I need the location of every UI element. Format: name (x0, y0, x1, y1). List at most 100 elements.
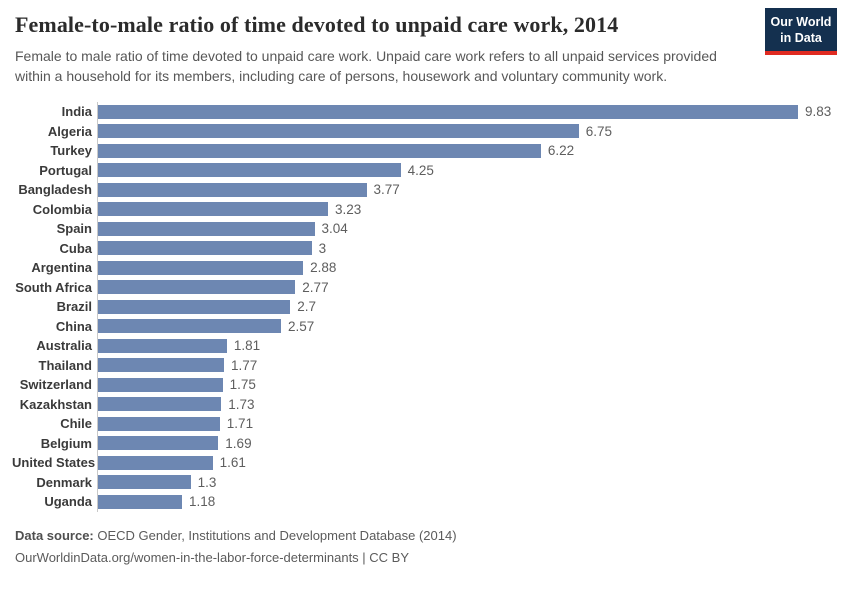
plot-cell: 9.83 (97, 102, 835, 122)
country-label: Algeria (47, 123, 92, 139)
country-label: South Africa (15, 279, 92, 295)
bar-spain[interactable] (98, 221, 315, 236)
chart-row: Switzerland 1.75 (12, 375, 835, 395)
chart-row: China 2.57 (12, 316, 835, 337)
bar-brazil[interactable] (98, 299, 291, 314)
plot-cell: 3.77 (97, 180, 835, 200)
country-label: Uganda (44, 494, 92, 510)
bar-colombia[interactable] (98, 202, 328, 217)
country-label: Denmark (36, 474, 92, 490)
value-label: 1.18 (189, 494, 216, 510)
chart-row: Chile 1.71 (12, 414, 835, 434)
chart-row: Bangladesh 3.77 (12, 180, 835, 200)
bar-chile[interactable] (98, 416, 220, 431)
chart-row: Turkey 6.22 (12, 141, 835, 161)
chart-row: Kazakhstan 1.73 (12, 394, 835, 415)
chart-row: Thailand 1.77 (12, 355, 835, 376)
bar-argentina[interactable] (98, 260, 304, 275)
plot-cell: 2.7 (97, 297, 835, 317)
chart-row: Belgium 1.69 (12, 433, 835, 454)
country-label: Switzerland (19, 377, 92, 393)
country-label: Belgium (40, 435, 92, 451)
plot-cell: 1.75 (97, 375, 835, 395)
plot-cell: 1.3 (97, 472, 835, 493)
plot-cell: 3 (97, 238, 835, 259)
data-source-label: Data source: (15, 527, 94, 543)
value-label: 1.75 (229, 377, 256, 393)
plot-cell: 6.75 (97, 121, 835, 142)
owid-logo-line2: in Data (780, 30, 822, 45)
value-label: 2.57 (288, 318, 315, 334)
plot-cell: 1.77 (97, 355, 835, 376)
bar-chart: India 9.83 Algeria 6.75 Turkey 6.22 Portugal 4.… (12, 102, 835, 512)
country-label: United States (12, 455, 96, 471)
country-label: Turkey (50, 143, 92, 159)
plot-cell: 1.18 (97, 492, 835, 512)
value-label: 3.04 (321, 221, 348, 237)
plot-cell: 2.77 (97, 277, 835, 298)
value-label: 2.7 (297, 299, 317, 315)
bar-bangladesh[interactable] (98, 182, 367, 197)
chart-row: Denmark 1.3 (12, 472, 835, 493)
country-label: Australia (36, 338, 92, 354)
bar-switzerland[interactable] (98, 377, 223, 392)
bar-china[interactable] (98, 319, 281, 334)
bar-australia[interactable] (98, 338, 227, 353)
value-label: 1.69 (225, 435, 252, 451)
bar-portugal[interactable] (98, 163, 401, 178)
plot-cell: 1.81 (97, 336, 835, 356)
chart-row: Brazil 2.7 (12, 297, 835, 317)
chart-row: Algeria 6.75 (12, 121, 835, 142)
value-label: 1.77 (231, 357, 258, 373)
country-label: Chile (60, 416, 92, 432)
value-label: 6.22 (547, 143, 575, 159)
bar-india[interactable] (98, 104, 798, 119)
chart-footer: Data source: OECD Gender, Institutions a… (12, 525, 835, 569)
value-label: 6.75 (585, 123, 612, 139)
plot-cell: 4.25 (97, 160, 835, 181)
value-label: 1.81 (233, 338, 261, 354)
value-label: 2.77 (302, 279, 329, 295)
bar-uganda[interactable] (98, 494, 182, 509)
chart-row: South Africa 2.77 (12, 277, 835, 298)
bar-belgium[interactable] (98, 436, 219, 451)
chart-row: Australia 1.81 (12, 336, 835, 356)
plot-cell: 3.04 (97, 219, 835, 239)
bar-united-states[interactable] (98, 455, 213, 470)
country-label: Thailand (38, 357, 92, 373)
bar-denmark[interactable] (98, 475, 191, 490)
value-label: 3 (318, 240, 327, 256)
country-label: Spain (56, 221, 92, 237)
bar-kazakhstan[interactable] (98, 397, 222, 412)
value-label: 1.73 (228, 396, 255, 412)
chart-row: United States 1.61 (12, 453, 835, 473)
chart-row: Uganda 1.18 (12, 492, 835, 512)
plot-cell: 2.88 (97, 258, 835, 278)
chart-row: Spain 3.04 (12, 219, 835, 239)
value-label: 3.77 (373, 182, 400, 198)
data-source-text: OECD Gender, Institutions and Developmen… (97, 527, 457, 543)
country-label: Portugal (39, 162, 92, 178)
bar-cuba[interactable] (98, 241, 312, 256)
bar-south-africa[interactable] (98, 280, 296, 295)
owid-logo-line1: Our World (770, 15, 832, 29)
plot-cell: 1.71 (97, 414, 835, 434)
country-label: Bangladesh (18, 182, 92, 198)
data-source-line: Data source: OECD Gender, Institutions a… (15, 525, 835, 547)
country-label: Argentina (31, 260, 92, 276)
citation-link[interactable]: OurWorldinData.org/women-in-the-labor-fo… (15, 549, 410, 565)
plot-cell: 1.73 (97, 394, 835, 415)
plot-cell: 6.22 (97, 141, 835, 161)
plot-cell: 1.69 (97, 433, 835, 454)
bar-turkey[interactable] (98, 143, 541, 158)
chart-row: Colombia 3.23 (12, 199, 835, 220)
bar-thailand[interactable] (98, 358, 224, 373)
value-label: 1.71 (226, 416, 254, 432)
page-title: Female-to-male ratio of time devoted to … (15, 12, 619, 37)
owid-logo[interactable]: Our World in Data (765, 8, 837, 56)
country-label: Brazil (56, 299, 92, 315)
bar-algeria[interactable] (98, 124, 579, 139)
value-label: 9.83 (805, 104, 832, 120)
chart-row: Cuba 3 (12, 238, 835, 259)
country-label: Colombia (32, 201, 92, 217)
